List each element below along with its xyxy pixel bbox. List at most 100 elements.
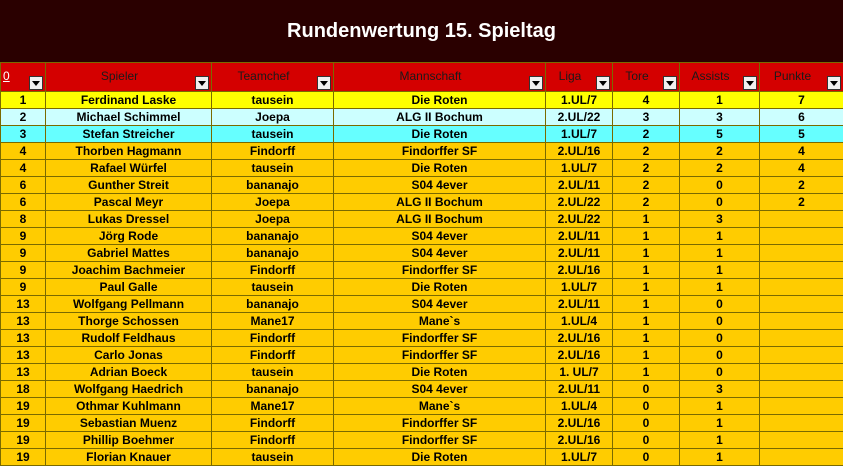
cell-team: Findorffer SF — [334, 143, 546, 160]
cell-assists: 1 — [680, 92, 760, 109]
cell-coach: Findorff — [212, 330, 334, 347]
cell-rank: 19 — [1, 432, 46, 449]
cell-rank: 6 — [1, 177, 46, 194]
column-header-label: Tore — [613, 69, 661, 83]
column-header-player: Spieler — [46, 63, 212, 92]
cell-goals: 1 — [613, 245, 680, 262]
cell-coach: Joepa — [212, 109, 334, 126]
cell-league: 2.UL/11 — [546, 228, 613, 245]
cell-coach: bananajo — [212, 245, 334, 262]
cell-assists: 1 — [680, 432, 760, 449]
cell-team: Die Roten — [334, 449, 546, 466]
cell-assists: 0 — [680, 177, 760, 194]
cell-player: Phillip Boehmer — [46, 432, 212, 449]
cell-player: Gunther Streit — [46, 177, 212, 194]
cell-league: 1.UL/7 — [546, 160, 613, 177]
cell-player: Rudolf Feldhaus — [46, 330, 212, 347]
cell-rank: 13 — [1, 330, 46, 347]
cell-team: Findorffer SF — [334, 432, 546, 449]
filter-dropdown-icon[interactable] — [827, 76, 841, 90]
cell-league: 2.UL/16 — [546, 262, 613, 279]
cell-rank: 1 — [1, 92, 46, 109]
cell-league: 2.UL/11 — [546, 177, 613, 194]
filter-dropdown-icon[interactable] — [29, 76, 43, 90]
cell-player: Pascal Meyr — [46, 194, 212, 211]
cell-goals: 1 — [613, 279, 680, 296]
cell-assists: 1 — [680, 398, 760, 415]
cell-points — [760, 381, 843, 398]
cell-coach: Findorff — [212, 347, 334, 364]
cell-coach: Joepa — [212, 194, 334, 211]
page-title: Rundenwertung 15. Spieltag — [287, 20, 556, 43]
cell-assists: 3 — [680, 109, 760, 126]
cell-coach: tausein — [212, 449, 334, 466]
cell-assists: 5 — [680, 126, 760, 143]
cell-team: ALG II Bochum — [334, 194, 546, 211]
cell-league: 2.UL/16 — [546, 347, 613, 364]
cell-player: Adrian Boeck — [46, 364, 212, 381]
filter-dropdown-icon[interactable] — [663, 76, 677, 90]
cell-points: 7 — [760, 92, 843, 109]
cell-team: S04 4ever — [334, 245, 546, 262]
cell-assists: 1 — [680, 262, 760, 279]
cell-league: 2.UL/16 — [546, 330, 613, 347]
filter-dropdown-icon[interactable] — [317, 76, 331, 90]
column-header-label: Assists — [680, 69, 741, 83]
filter-dropdown-icon[interactable] — [195, 76, 209, 90]
cell-rank: 19 — [1, 449, 46, 466]
cell-coach: Joepa — [212, 211, 334, 228]
cell-points — [760, 245, 843, 262]
cell-rank: 9 — [1, 228, 46, 245]
column-header-label: Spieler — [46, 69, 193, 83]
cell-coach: tausein — [212, 364, 334, 381]
cell-coach: tausein — [212, 160, 334, 177]
cell-league: 2.UL/11 — [546, 296, 613, 313]
filter-dropdown-icon[interactable] — [529, 76, 543, 90]
cell-league: 2.UL/16 — [546, 415, 613, 432]
cell-team: Die Roten — [334, 279, 546, 296]
cell-coach: Mane17 — [212, 398, 334, 415]
cell-points: 5 — [760, 126, 843, 143]
cell-points: 2 — [760, 194, 843, 211]
column-header-assists: Assists — [680, 63, 760, 92]
cell-coach: bananajo — [212, 177, 334, 194]
cell-coach: Findorff — [212, 143, 334, 160]
cell-points: 4 — [760, 143, 843, 160]
cell-assists: 1 — [680, 245, 760, 262]
column-header-label: 0 — [3, 69, 10, 83]
cell-coach: Findorff — [212, 262, 334, 279]
cell-team: Mane`s — [334, 313, 546, 330]
cell-coach: bananajo — [212, 381, 334, 398]
cell-points — [760, 211, 843, 228]
cell-assists: 3 — [680, 211, 760, 228]
filter-dropdown-icon[interactable] — [596, 76, 610, 90]
cell-goals: 0 — [613, 449, 680, 466]
cell-assists: 0 — [680, 296, 760, 313]
column-header-goals: Tore — [613, 63, 680, 92]
cell-assists: 1 — [680, 228, 760, 245]
column-header-label: Teamchef — [212, 69, 315, 83]
cell-rank: 8 — [1, 211, 46, 228]
cell-goals: 1 — [613, 313, 680, 330]
cell-coach: Findorff — [212, 415, 334, 432]
cell-points: 2 — [760, 177, 843, 194]
cell-goals: 1 — [613, 228, 680, 245]
cell-coach: bananajo — [212, 228, 334, 245]
cell-team: ALG II Bochum — [334, 211, 546, 228]
cell-assists: 1 — [680, 279, 760, 296]
cell-team: S04 4ever — [334, 381, 546, 398]
cell-player: Rafael Würfel — [46, 160, 212, 177]
filter-dropdown-icon[interactable] — [743, 76, 757, 90]
